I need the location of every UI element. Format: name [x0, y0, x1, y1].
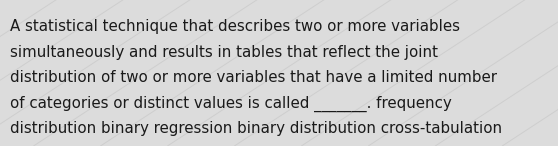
- Text: of categories or distinct values is called _______. frequency: of categories or distinct values is call…: [10, 96, 452, 112]
- Text: A statistical technique that describes two or more variables: A statistical technique that describes t…: [10, 19, 460, 34]
- Text: distribution of two or more variables that have a limited number: distribution of two or more variables th…: [10, 70, 497, 85]
- Text: simultaneously and results in tables that reflect the joint: simultaneously and results in tables tha…: [10, 45, 438, 60]
- Text: distribution binary regression binary distribution cross-tabulation: distribution binary regression binary di…: [10, 121, 502, 136]
